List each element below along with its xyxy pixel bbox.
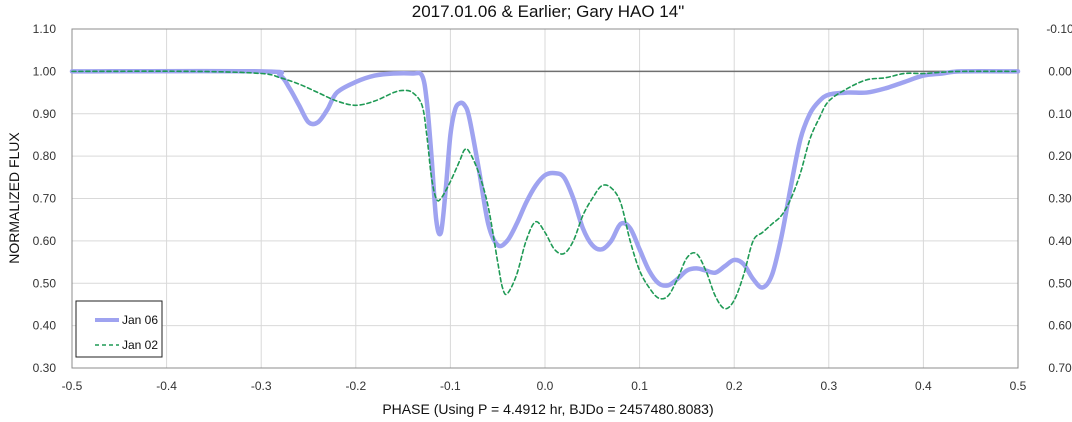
legend-box <box>75 300 163 358</box>
y-tick-label: 0.80 <box>33 149 57 163</box>
series-line-jan-06 <box>69 68 1021 290</box>
y-tick-label: 0.50 <box>33 276 57 290</box>
x-tick-label: 0.5 <box>1010 379 1027 393</box>
chart-title: 2017.01.06 & Earlier; Gary HAO 14" <box>412 2 685 21</box>
y2-tick-label: 0.30 <box>1048 192 1072 206</box>
y-tick-label: 0.40 <box>33 319 57 333</box>
legend: Jan 06 Jan 02 <box>75 300 163 358</box>
legend-label-jan-02: Jan 02 <box>122 338 158 352</box>
x-axis-title: PHASE (Using P = 4.4912 hr, BJDo = 24574… <box>382 401 713 417</box>
y2-tick-labels: -0.10 0.00 0.10 0.20 0.30 0.40 0.50 0.60 0.70 <box>1046 22 1072 375</box>
x-tick-label: 0.4 <box>915 379 932 393</box>
y2-tick-label: 0.60 <box>1048 319 1072 333</box>
x-tick-label: 0.1 <box>631 379 648 393</box>
legend-label-jan-06: Jan 06 <box>122 313 158 327</box>
y2-tick-label: 0.70 <box>1048 361 1072 375</box>
y-tick-label: 1.10 <box>33 22 57 36</box>
y-tick-label: 0.70 <box>33 192 57 206</box>
x-tick-label: 0.0 <box>537 379 554 393</box>
y2-tick-label: 0.20 <box>1048 149 1072 163</box>
x-tick-label: -0.2 <box>345 379 366 393</box>
x-tick-label: 0.2 <box>726 379 743 393</box>
plot-frame <box>71 28 1019 369</box>
y2-tick-label: 0.40 <box>1048 234 1072 248</box>
y-tick-label: 0.90 <box>33 107 57 121</box>
x-tick-label: -0.3 <box>251 379 272 393</box>
y2-tick-label: 0.10 <box>1048 107 1072 121</box>
x-tick-label: -0.5 <box>62 379 83 393</box>
y2-tick-label: 0.50 <box>1048 276 1072 290</box>
x-tick-label: 0.3 <box>820 379 837 393</box>
y-tick-label: 0.60 <box>33 234 57 248</box>
y-axis-title: NORMALIZED FLUX <box>6 132 22 264</box>
y-tick-labels: 1.10 1.00 0.90 0.80 0.70 0.60 0.50 0.40 0.30 <box>33 22 57 375</box>
x-tick-labels: -0.5 -0.4 -0.3 -0.2 -0.1 0.0 0.1 0.2 0.3 0.4 0.5 <box>62 379 1027 393</box>
series-line-jan-02 <box>71 70 1019 310</box>
y2-tick-label: -0.10 <box>1046 22 1072 36</box>
y2-tick-label: 0.00 <box>1048 64 1072 78</box>
x-tick-label: -0.4 <box>156 379 177 393</box>
y-tick-label: 1.00 <box>33 64 57 78</box>
y-tick-label: 0.30 <box>33 361 57 375</box>
series-layer <box>69 68 1021 310</box>
x-tick-label: -0.1 <box>440 379 461 393</box>
